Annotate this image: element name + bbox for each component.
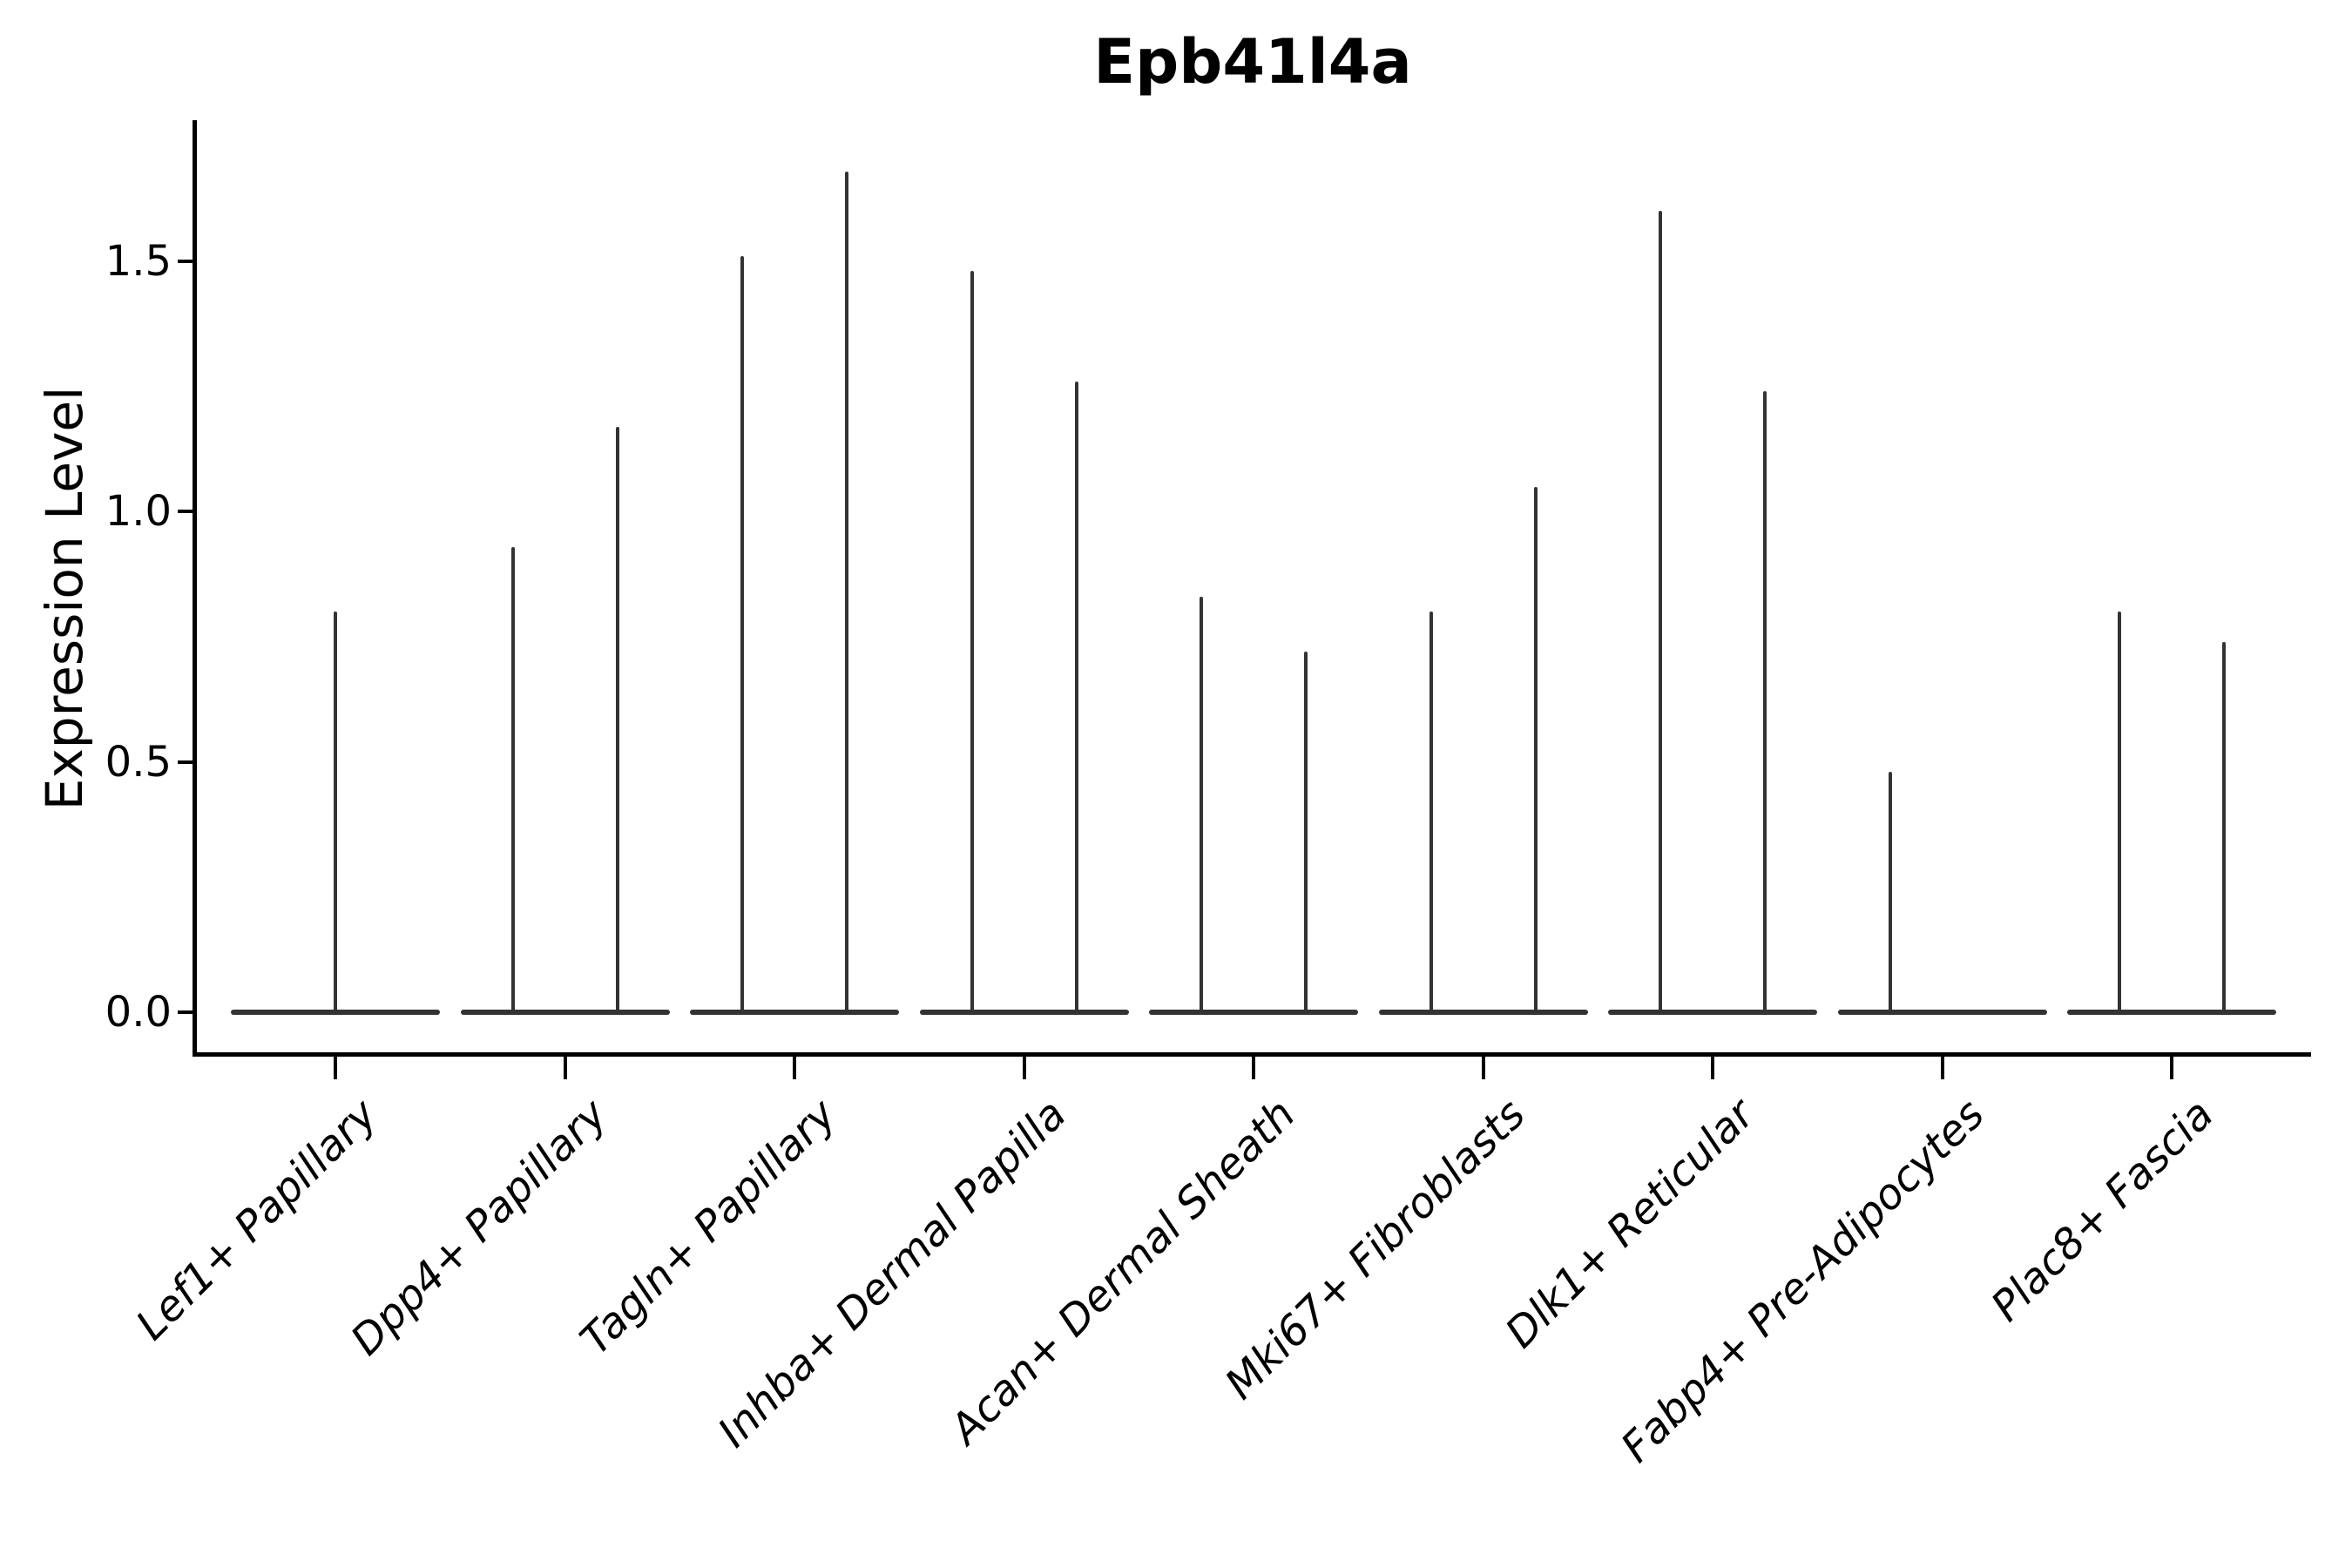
x-tick-mark (793, 1057, 796, 1079)
y-tick-label: 1.5 (105, 236, 172, 286)
y-axis-label: Expression Level (35, 386, 94, 811)
violin-tail-spike (1659, 211, 1662, 1015)
violin-zero-base (1837, 1010, 2047, 1015)
violin-zero-base (1378, 1010, 1588, 1015)
violin-zero-base (1149, 1010, 1358, 1015)
x-tick-mark (1711, 1057, 1714, 1079)
violin-zero-base (690, 1010, 899, 1015)
violin-tail-spike (1200, 596, 1203, 1015)
x-tick-mark (1940, 1057, 1944, 1079)
y-tick-label: 1.0 (105, 487, 172, 537)
y-tick-label: 0.0 (105, 988, 172, 1037)
x-tick-mark (2170, 1057, 2173, 1079)
x-tick-label: Dpp4+ Papillary (341, 1090, 617, 1365)
y-tick-label: 0.5 (105, 737, 172, 787)
violin-tail-spike (970, 271, 974, 1015)
violin-tail-spike (1304, 652, 1308, 1015)
violin-tail-spike (740, 256, 744, 1015)
violin-zero-base (919, 1010, 1129, 1015)
y-tick-mark (178, 510, 193, 514)
x-axis-spine (193, 1052, 2311, 1057)
x-tick-label: Dlk1+ Reticular (1496, 1090, 1764, 1358)
violin-tail-spike (845, 171, 848, 1015)
violin-zero-base (1608, 1010, 1817, 1015)
violin-zero-base (2067, 1010, 2276, 1015)
x-tick-label: Plac8+ Fascia (1982, 1090, 2223, 1331)
x-tick-mark (1022, 1057, 1026, 1079)
x-tick-mark (1252, 1057, 1255, 1079)
violin-zero-base (460, 1010, 670, 1015)
violin-tail-spike (510, 546, 515, 1015)
x-tick-label: Tagln+ Papillary (571, 1090, 846, 1365)
violin-tail-spike (1429, 612, 1433, 1015)
chart-title: Epb41l4a (1093, 26, 1412, 98)
violin-tail-spike (1533, 486, 1538, 1015)
x-tick-label: Lef1+ Papillary (126, 1090, 387, 1350)
y-tick-mark (178, 760, 193, 764)
violin-tail-spike (2118, 612, 2121, 1015)
x-tick-mark (563, 1057, 567, 1079)
y-tick-mark (178, 1010, 193, 1014)
violin-tail-spike (334, 612, 337, 1015)
violin-tail-spike (1888, 772, 1892, 1015)
y-axis-spine (193, 120, 197, 1057)
x-tick-mark (334, 1057, 337, 1079)
violin-tail-spike (615, 426, 619, 1015)
violin-tail-spike (2222, 641, 2226, 1015)
violin-tail-spike (1763, 391, 1767, 1015)
violin-tail-spike (1074, 381, 1078, 1015)
x-tick-mark (1481, 1057, 1485, 1079)
y-tick-mark (178, 259, 193, 263)
